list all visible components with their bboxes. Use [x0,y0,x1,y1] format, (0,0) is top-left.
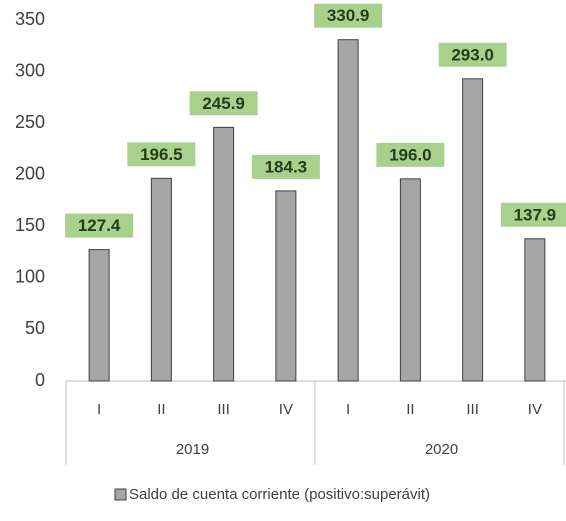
x-tick-label: IV [528,401,542,418]
value-label-box [251,154,320,179]
x-tick-label: III [217,401,230,418]
value-label: 293.0 [451,45,494,64]
legend-swatch [114,488,127,501]
value-label: 196.5 [140,145,183,164]
x-tick-label: II [406,401,414,418]
value-label-box [65,213,134,238]
bar [524,238,546,382]
y-tick-label: 150 [15,215,45,235]
x-tick-label: IV [279,401,293,418]
y-tick-label: 250 [15,112,45,132]
value-label-box [189,91,258,116]
value-label-box [314,3,383,28]
y-tick-label: 200 [15,163,45,183]
value-label-box [376,142,445,167]
value-label: 137.9 [514,205,557,224]
value-label: 330.9 [327,6,370,25]
value-label: 127.4 [78,216,121,235]
bar [213,126,235,382]
bar [399,178,421,382]
bar [337,39,359,382]
x-tick-label: II [157,401,165,418]
y-tick-label: 50 [25,318,45,338]
y-tick-label: 300 [15,60,45,80]
bar [150,177,172,382]
group-label: 2020 [425,441,458,458]
x-tick-label: III [466,401,479,418]
bar [88,249,110,382]
value-label-box [500,202,566,227]
value-label-box [438,42,507,67]
y-tick-label: 100 [15,267,45,287]
value-label: 245.9 [202,94,245,113]
legend-label: Saldo de cuenta corriente (positivo:supe… [129,486,430,503]
x-tick-label: I [97,401,101,418]
value-label: 196.0 [389,145,432,164]
y-tick-label: 0 [35,370,45,390]
bar [275,190,297,382]
y-tick-label: 350 [15,9,45,29]
bar [462,78,484,382]
value-label-box [127,142,196,167]
x-tick-label: I [346,401,350,418]
group-label: 2019 [176,441,209,458]
value-label: 184.3 [265,157,308,176]
